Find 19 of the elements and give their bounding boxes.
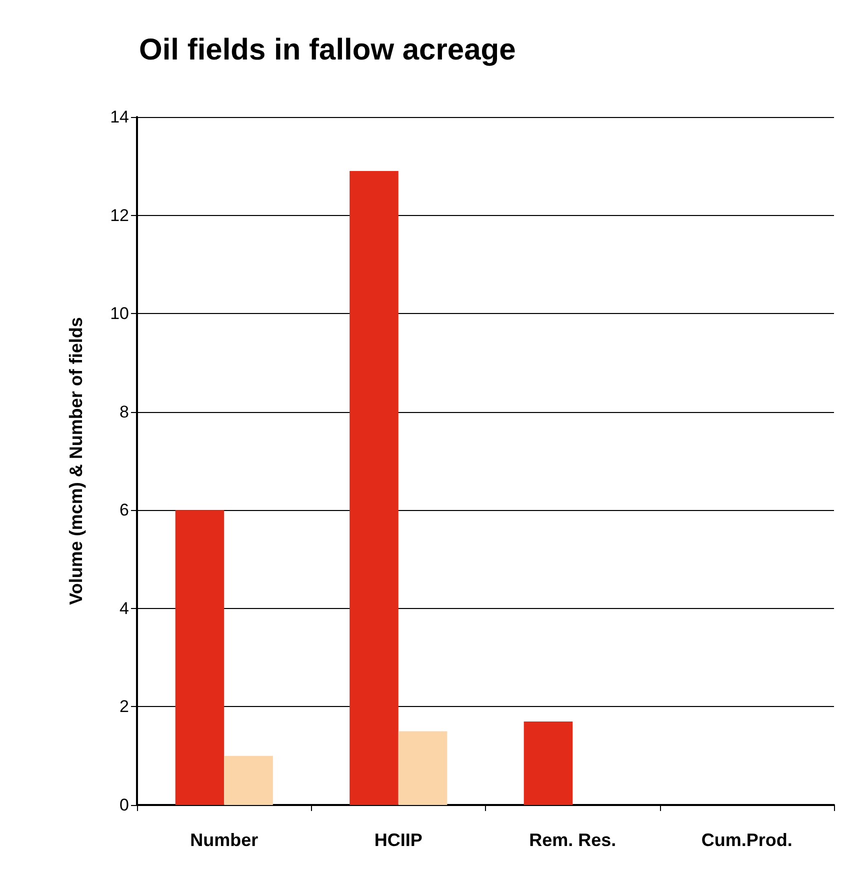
- bar: [350, 171, 398, 805]
- x-tick-label: Rem. Res.: [529, 830, 616, 850]
- y-tick-label: 12: [110, 206, 129, 225]
- bar: [398, 731, 448, 805]
- bar: [175, 510, 224, 805]
- y-tick-label: 2: [120, 697, 129, 716]
- bar: [224, 756, 273, 805]
- y-tick-label: 14: [110, 108, 129, 126]
- bar: [524, 721, 573, 805]
- y-tick-label: 10: [110, 304, 129, 324]
- y-tick-label: 6: [120, 500, 129, 520]
- y-tick-label: 8: [120, 402, 129, 422]
- x-tick-label: Cum.Prod.: [701, 830, 792, 850]
- x-tick-label: HCIIP: [374, 830, 422, 850]
- chart-title: Oil fields in fallow acreage: [139, 34, 516, 66]
- y-tick-label: 4: [120, 598, 129, 618]
- y-tick-label: 0: [120, 796, 129, 814]
- y-axis-title: Volume (mcm) & Number of fields: [66, 317, 86, 605]
- x-tick-label: Number: [190, 830, 258, 850]
